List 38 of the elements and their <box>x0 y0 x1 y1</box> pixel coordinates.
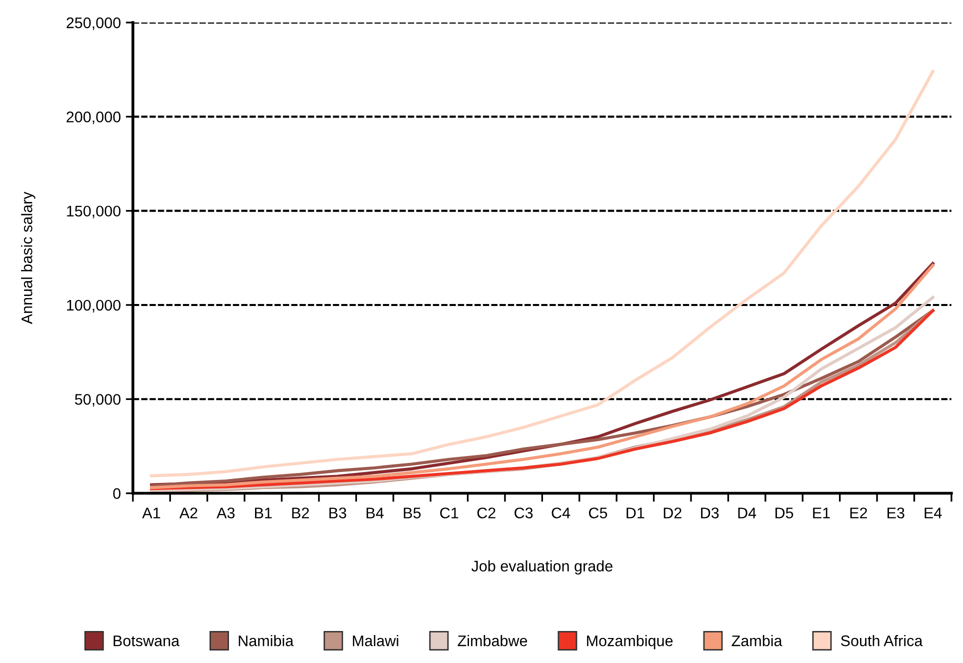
x-tick-label: D2 <box>664 508 682 518</box>
x-tick-label: A1 <box>142 508 160 518</box>
x-tick-label: C2 <box>477 508 496 518</box>
x-tick-label: C5 <box>588 508 608 518</box>
x-tick-label: D3 <box>701 508 719 518</box>
x-tick-label: B5 <box>404 508 421 518</box>
x-tick-label: C4 <box>552 508 570 518</box>
x-tick-label: D4 <box>738 508 756 518</box>
legend-label: Botswana <box>114 636 180 646</box>
x-tick-label: D1 <box>626 508 644 518</box>
legend-label: Mozambique <box>587 635 673 650</box>
y-tick-label: 200,000 <box>66 112 120 124</box>
line-series <box>150 70 934 478</box>
legend-label: Malawi <box>352 635 398 646</box>
x-axis-title: Job evaluation grade <box>471 560 612 575</box>
x-tick-label: C3 <box>514 508 533 518</box>
x-tick-label: E2 <box>850 508 868 518</box>
x-tick-label: B2 <box>292 508 309 518</box>
x-tick-label: E1 <box>813 508 830 518</box>
x-tick-label: E4 <box>924 508 942 518</box>
legend-label: Namibia <box>238 635 294 646</box>
y-tick-label: 100,000 <box>67 300 120 312</box>
x-tick-label: A2 <box>179 508 198 518</box>
y-axis-title: Annual basic salary <box>21 192 36 324</box>
x-tick-label: A3 <box>216 508 235 518</box>
legend-label: Zimbabwe <box>458 635 528 646</box>
legend-label: South Africa <box>841 635 923 646</box>
x-tick-label: D5 <box>776 508 794 518</box>
x-tick-label: B4 <box>366 508 384 518</box>
x-tick-label: C1 <box>440 508 458 518</box>
legend-label: Zambia <box>732 635 782 646</box>
y-tick-label: 150,000 <box>67 206 120 218</box>
y-tick-label: 0 <box>113 488 120 499</box>
y-tick-label: 50,000 <box>74 394 120 407</box>
y-tick-label: 250,000 <box>66 17 120 30</box>
x-tick-label: E3 <box>888 508 904 518</box>
x-tick-label: B1 <box>255 508 272 518</box>
x-tick-label: B3 <box>329 508 346 518</box>
